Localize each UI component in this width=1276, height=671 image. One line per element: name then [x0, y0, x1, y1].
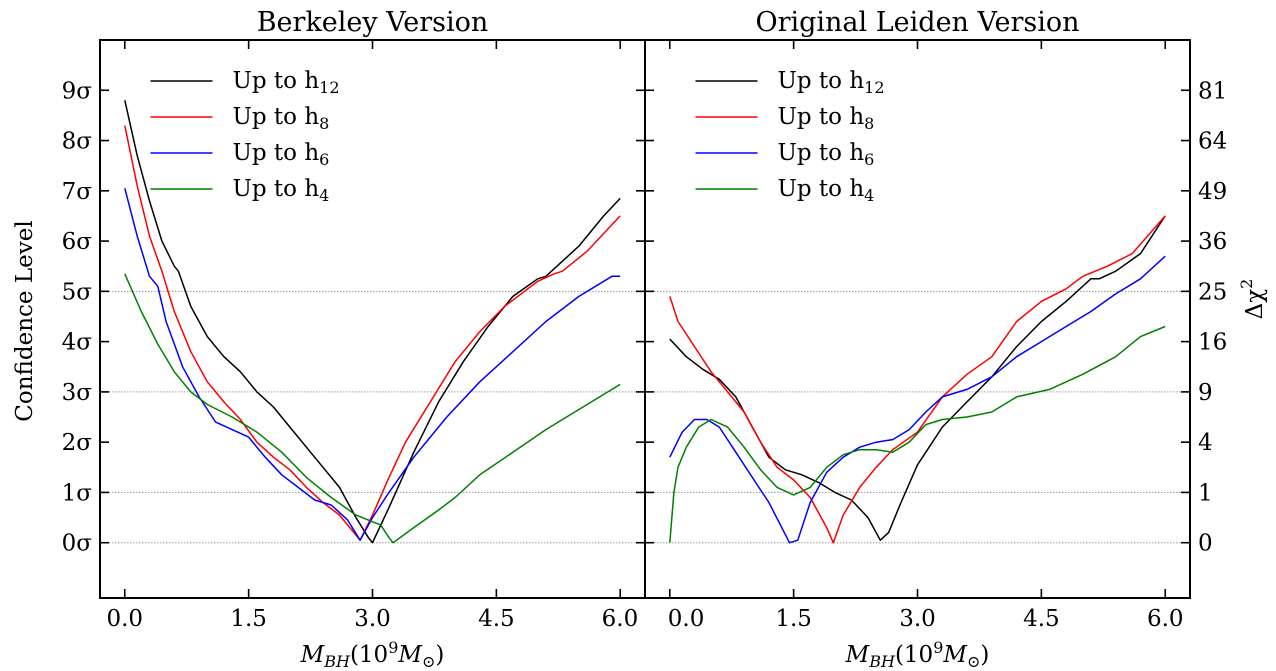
y-tick-label: 2σ — [62, 430, 93, 456]
legend-label-h12: Up to h12 — [233, 68, 340, 97]
series-line-h4 — [669, 325, 1166, 543]
y-tick-label: 9σ — [62, 78, 93, 104]
y-tick-label: 3σ — [62, 380, 93, 406]
legend-label-h6: Up to h6 — [233, 140, 330, 169]
x-tick-label: 6.0 — [602, 606, 639, 632]
legend-label-h4: Up to h4 — [233, 176, 330, 205]
y-axis-label: Δχ2 — [1237, 279, 1268, 320]
y-tick-label: 49 — [1198, 179, 1227, 205]
series-line-h12 — [669, 215, 1166, 541]
series-line-h8 — [124, 125, 621, 541]
legend-label-h12: Up to h12 — [778, 68, 885, 97]
series-line-h12 — [124, 100, 621, 544]
legend-label-h8: Up to h8 — [778, 104, 875, 133]
x-tick-label: 3.0 — [354, 606, 391, 632]
y-tick-label: 4σ — [62, 330, 93, 356]
legend: Up to h12 Up to h8 Up to h6 Up to h4 — [695, 68, 885, 205]
y-tick-label: 0σ — [62, 531, 93, 557]
y-tick-label: 36 — [1198, 229, 1227, 255]
legend: Up to h12 Up to h8 Up to h6 Up to h4 — [150, 68, 340, 205]
x-tick-label: 4.5 — [1023, 606, 1060, 632]
chart-title: Berkeley Version — [257, 7, 489, 38]
y-tick-label: 25 — [1198, 279, 1227, 305]
y-axis-label: Confidence Level — [12, 220, 38, 421]
chart-title: Original Leiden Version — [755, 7, 1079, 38]
panel-berkeley: Berkeley Version 0.0 1.5 3.0 4.5 6.0 0σ 1σ 2σ 3σ 4… — [12, 7, 646, 671]
legend-label-h4: Up to h4 — [778, 176, 875, 205]
axes-frame — [644, 39, 1191, 599]
y-tick-label: 4 — [1198, 430, 1213, 456]
legend-label-h6: Up to h6 — [778, 140, 875, 169]
y-tick-label: 6σ — [62, 229, 93, 255]
panel-leiden: Original Leiden Version 0.0 1.5 3.0 4.5 6.0 0 1… — [644, 7, 1268, 671]
x-tick-label: 1.5 — [775, 606, 812, 632]
y-tick-label: 8σ — [62, 129, 93, 155]
y-tick-label: 7σ — [62, 179, 93, 205]
y-tick-label: 1σ — [62, 480, 93, 506]
y-tick-label: 1 — [1198, 480, 1213, 506]
y-tick-label: 5σ — [62, 279, 93, 305]
x-tick-label: 1.5 — [230, 606, 267, 632]
series-line-h4 — [124, 273, 621, 544]
y-tick-label: 0 — [1198, 531, 1213, 557]
series-line-h6 — [124, 188, 621, 541]
x-tick-label: 0.0 — [106, 606, 143, 632]
x-tick-label: 6.0 — [1147, 606, 1184, 632]
series-line-h8 — [669, 215, 1166, 544]
legend-label-h8: Up to h8 — [233, 104, 330, 133]
x-axis-label: MBH(109M⊙) — [845, 638, 990, 671]
x-tick-label: 3.0 — [899, 606, 936, 632]
x-tick-label: 4.5 — [478, 606, 515, 632]
x-axis-label: MBH(109M⊙) — [300, 638, 445, 671]
series-line-h6 — [669, 255, 1166, 544]
y-tick-label: 9 — [1198, 380, 1213, 406]
x-tick-label: 0.0 — [668, 606, 705, 632]
y-tick-label: 64 — [1198, 129, 1227, 155]
y-tick-label: 16 — [1198, 330, 1227, 356]
y-tick-label: 81 — [1198, 78, 1227, 104]
